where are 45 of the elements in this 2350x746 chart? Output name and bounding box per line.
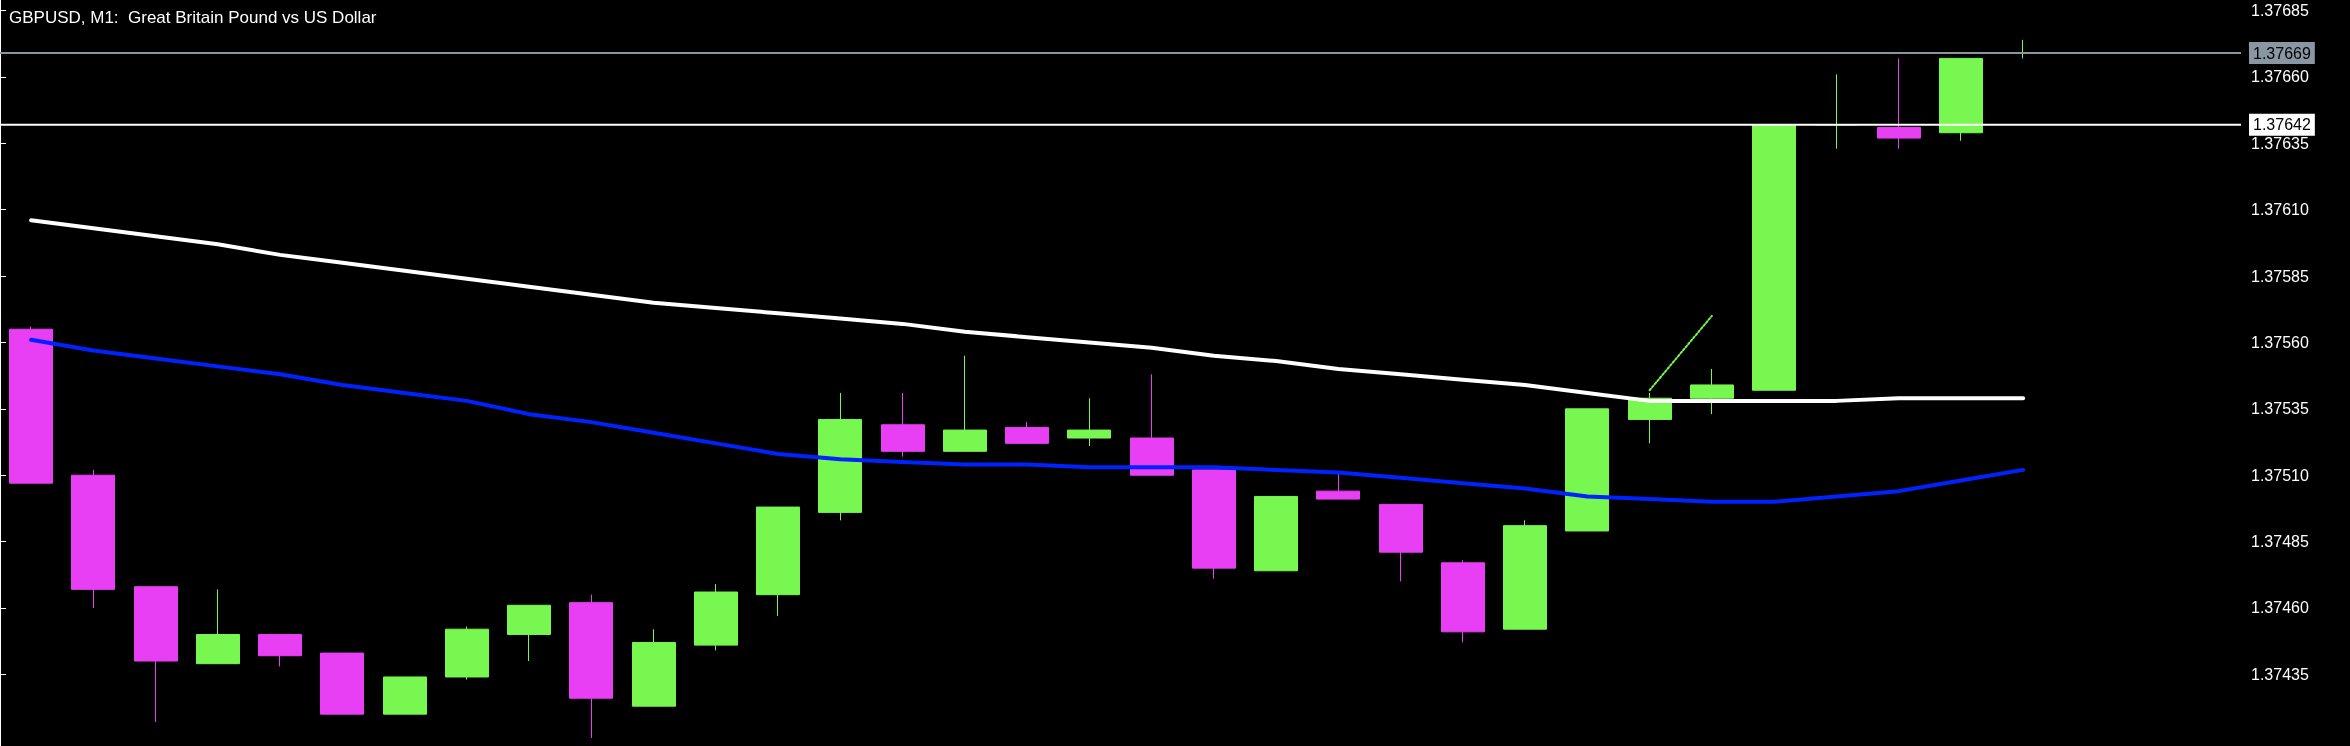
candlestick [1441,559,1485,643]
candlestick [1939,57,1983,142]
candlestick [756,506,800,617]
candlestick [1254,495,1298,572]
candlestick [1503,519,1547,630]
candlestick [507,604,551,662]
y-tick-label: 1.37485 [2251,533,2309,551]
candlestick [445,626,489,681]
candlestick [383,676,427,715]
candlestick [196,588,240,665]
candlestick [1565,408,1609,532]
candlestick [1192,469,1236,580]
text: GBPUSD, M1: Great Britain Pound vs US Dollar [9,8,377,27]
candlestick [694,583,738,651]
candlestick [1877,57,1921,150]
candlestick [320,652,364,715]
candlestick [943,355,987,452]
candlestick [71,469,115,609]
y-tick-label: 1.37585 [2251,267,2309,285]
y-tick-label: 1.37660 [2251,68,2309,86]
candlestick [632,628,676,707]
candlestick [1316,472,1360,500]
candlestick [1379,503,1423,582]
y-tick-label: 1.37685 [2251,2,2309,20]
ref-line-label: 1.37669 [2253,44,2311,62]
y-tick-label: 1.37535 [2251,400,2309,418]
y-tick-label: 1.37460 [2251,599,2309,617]
candlestick [569,594,613,739]
candlestick [258,634,302,667]
candlestick [818,392,862,521]
y-tick-label: 1.37610 [2251,201,2309,219]
line-series [29,218,2026,403]
y-tick-label: 1.37510 [2251,466,2309,484]
candlestick [1005,421,1049,444]
candlestick [134,586,178,723]
ref-line-label: 1.37642 [2253,116,2311,134]
y-tick-label: 1.37635 [2251,134,2309,152]
y-tick-label: 1.37560 [2251,333,2309,351]
candlestick [1752,124,1796,391]
candlestick [1067,397,1111,447]
candlestick [1690,368,1734,415]
candlestick [881,392,925,458]
line-series [29,337,2026,504]
candlestick [9,326,53,484]
y-tick-label: 1.37435 [2251,665,2309,683]
